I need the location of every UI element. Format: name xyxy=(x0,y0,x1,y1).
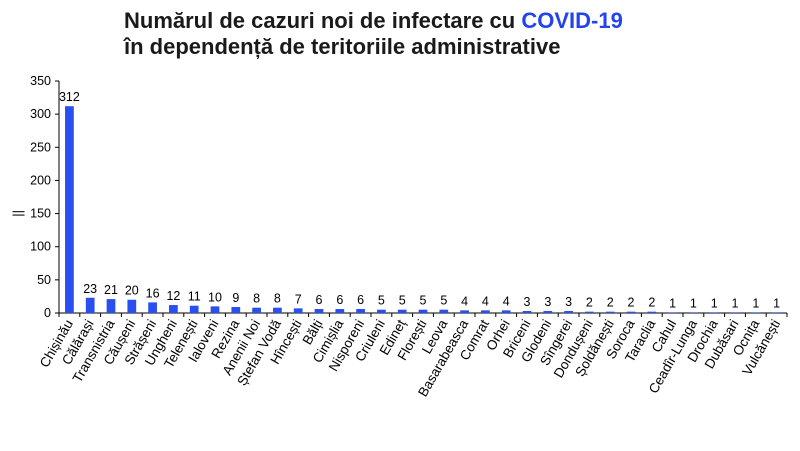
data-label: 3 xyxy=(544,295,551,309)
data-label: 3 xyxy=(524,295,531,309)
y-tick-label: 350 xyxy=(30,74,51,88)
bar xyxy=(709,312,719,313)
data-label: 4 xyxy=(503,294,510,308)
data-label: 2 xyxy=(628,296,635,310)
bar xyxy=(689,312,698,313)
data-label: 6 xyxy=(316,293,323,307)
bar xyxy=(106,299,116,313)
y-tick-label: 50 xyxy=(37,273,51,287)
bar xyxy=(293,308,303,313)
data-label: 5 xyxy=(378,294,385,308)
bar xyxy=(751,312,761,313)
data-label: 8 xyxy=(274,292,281,306)
bar xyxy=(85,297,95,313)
bar xyxy=(522,311,532,313)
bar xyxy=(626,311,636,313)
bar xyxy=(501,310,511,313)
data-label: 4 xyxy=(482,294,489,308)
bar xyxy=(148,302,157,313)
bar xyxy=(273,307,282,313)
data-label: 1 xyxy=(690,296,697,310)
y-tick-label: 200 xyxy=(30,173,51,187)
bar xyxy=(668,312,677,313)
data-label: 12 xyxy=(166,289,180,303)
data-label: 6 xyxy=(336,293,343,307)
data-label: 20 xyxy=(125,284,139,298)
data-label: 1 xyxy=(711,296,718,310)
data-label: 21 xyxy=(104,283,118,297)
data-label: 1 xyxy=(669,296,676,310)
bar xyxy=(585,311,594,313)
y-tick-label: 100 xyxy=(30,240,51,254)
bar xyxy=(377,309,386,313)
data-label: 9 xyxy=(232,291,239,305)
data-label: 16 xyxy=(146,286,160,300)
bar xyxy=(314,309,324,313)
data-label: 5 xyxy=(420,294,427,308)
data-label: 11 xyxy=(188,290,201,304)
bar xyxy=(189,305,199,313)
y-tick-label: 0 xyxy=(44,306,51,320)
data-label: 2 xyxy=(586,296,593,310)
data-label: 5 xyxy=(440,294,447,308)
bar xyxy=(169,305,178,313)
bar xyxy=(439,309,449,313)
data-label: 23 xyxy=(83,282,97,296)
chart-title-part1: Numărul de cazuri noi de infectare cu xyxy=(124,8,522,33)
bar xyxy=(231,307,241,313)
bar xyxy=(252,307,261,313)
bar xyxy=(543,311,553,313)
bar xyxy=(605,311,615,313)
bar xyxy=(730,312,740,313)
bar xyxy=(772,312,781,313)
bar xyxy=(460,310,469,313)
data-label: 1 xyxy=(773,296,780,310)
chart-title: Numărul de cazuri noi de infectare cu CO… xyxy=(124,8,623,60)
bar xyxy=(356,309,365,313)
bar xyxy=(564,311,573,313)
bar xyxy=(210,306,220,313)
bar xyxy=(127,299,137,313)
bar xyxy=(481,310,490,313)
data-label: 7 xyxy=(295,292,302,306)
y-tick-label: 150 xyxy=(30,207,51,221)
data-label: 6 xyxy=(357,293,364,307)
bar xyxy=(647,311,657,313)
data-label: 312 xyxy=(59,90,80,104)
data-label: 4 xyxy=(461,294,468,308)
bar xyxy=(65,106,74,313)
data-label: 8 xyxy=(253,292,260,306)
bar xyxy=(335,309,345,313)
data-label: 10 xyxy=(208,290,222,304)
data-label: 1 xyxy=(752,296,759,310)
data-label: 2 xyxy=(607,296,614,310)
bar xyxy=(418,309,428,313)
data-label: 1 xyxy=(732,296,739,310)
data-label: 3 xyxy=(565,295,572,309)
chart-title-highlight: COVID-19 xyxy=(521,8,623,33)
data-label: 2 xyxy=(648,296,655,310)
y-tick-label: 250 xyxy=(30,140,51,154)
bar xyxy=(397,309,407,313)
y-tick-label: 300 xyxy=(30,107,51,121)
data-label: 5 xyxy=(399,294,406,308)
chart-title-line2: în dependență de teritoriile administrat… xyxy=(124,34,561,59)
